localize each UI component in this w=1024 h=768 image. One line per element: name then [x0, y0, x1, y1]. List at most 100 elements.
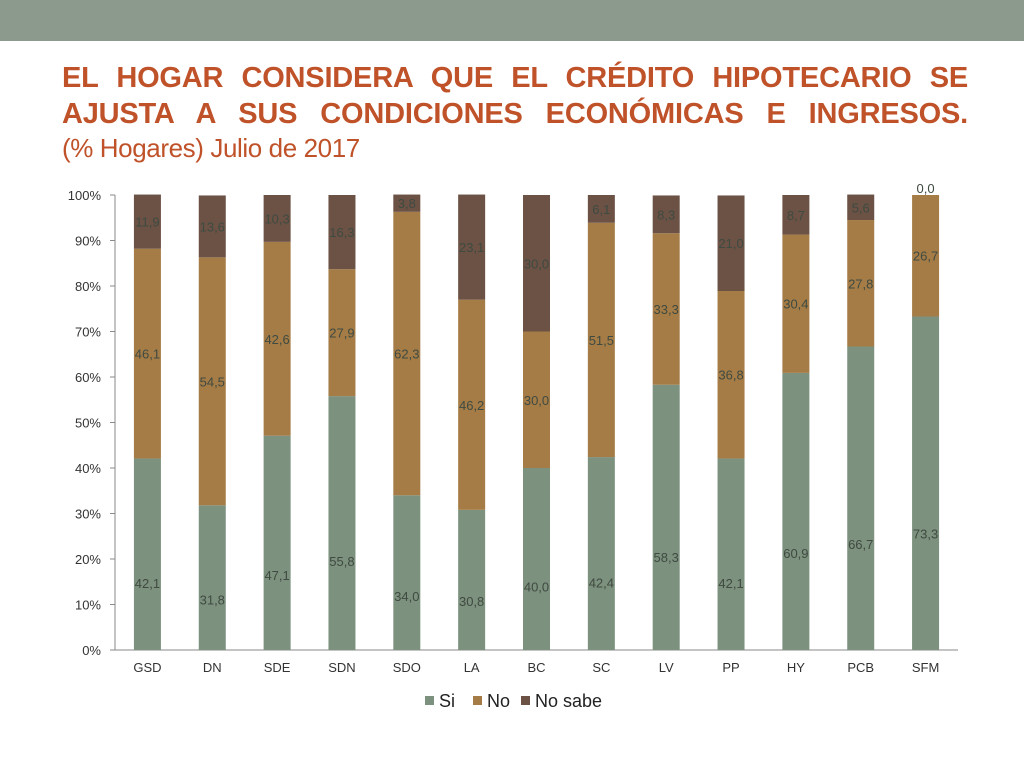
data-label: 42,1 — [135, 576, 160, 591]
x-tick-label: PCB — [847, 660, 874, 675]
data-label: 31,8 — [200, 592, 225, 607]
y-tick-label: 50% — [75, 416, 101, 431]
data-label: 6,1 — [592, 202, 610, 217]
data-label: 16,3 — [329, 225, 354, 240]
title-line-1: EL HOGAR CONSIDERA QUE EL CRÉDITO HIPOTE… — [62, 62, 968, 94]
slide-title: EL HOGAR CONSIDERA QUE EL CRÉDITO HIPOTE… — [62, 60, 968, 164]
data-label: 34,0 — [394, 589, 419, 604]
bar-segment — [523, 468, 550, 650]
bar-segment — [133, 248, 161, 459]
bar-segment — [587, 222, 615, 458]
y-tick-label: 20% — [75, 552, 101, 567]
data-label: 3,8 — [398, 196, 416, 211]
bar-segment — [847, 220, 875, 347]
bar-segment — [198, 257, 226, 506]
y-tick-label: 90% — [75, 234, 101, 249]
bar-segment — [912, 195, 940, 317]
bar-segment — [587, 195, 615, 223]
y-tick-label: 60% — [75, 370, 101, 385]
bar-segment — [652, 195, 680, 234]
x-tick-label: PP — [722, 660, 739, 675]
data-label: 55,8 — [329, 554, 354, 569]
y-tick-label: 40% — [75, 461, 101, 476]
bar-segment — [782, 234, 810, 373]
legend-label: Si — [439, 691, 455, 711]
bar-segment — [393, 211, 421, 496]
stacked-bar-chart: 0% 10% 20% 30% 40% 50% 60% 70% 80% 90% 100% GSD DN SD… — [68, 181, 958, 711]
data-label: 42,4 — [589, 575, 614, 590]
bar-segment — [458, 194, 486, 300]
data-label: 27,9 — [329, 326, 354, 341]
title-line-2: AJUSTA A SUS CONDICIONES ECONÓMICAS E IN… — [62, 98, 968, 130]
bar-segment — [328, 396, 356, 650]
bar-segment — [198, 195, 226, 258]
data-label: 27,8 — [848, 276, 873, 291]
bar-segment — [198, 505, 226, 650]
legend-swatch — [425, 696, 434, 705]
data-label: 33,3 — [654, 302, 679, 317]
legend-label: No sabe — [535, 691, 602, 711]
data-label: 47,1 — [264, 568, 289, 583]
data-label: 21,0 — [718, 236, 743, 251]
data-label: 23,1 — [459, 240, 484, 255]
x-tick-label: LA — [464, 660, 480, 675]
data-label: 73,3 — [913, 526, 938, 541]
bar-segment — [847, 194, 875, 221]
data-label: 26,7 — [913, 249, 938, 264]
x-tick-label: DN — [203, 660, 222, 675]
bar-segment — [263, 195, 291, 242]
bar-segment — [912, 316, 940, 650]
data-label: 66,7 — [848, 537, 873, 552]
y-tick-label: 70% — [75, 325, 101, 340]
data-label: 13,6 — [200, 219, 225, 234]
data-label: 40,0 — [524, 579, 549, 594]
data-label: 62,3 — [394, 347, 419, 362]
data-label: 8,7 — [787, 208, 805, 223]
data-label: 30,0 — [524, 256, 549, 271]
data-label: 10,3 — [264, 211, 289, 226]
data-label: 11,9 — [135, 215, 159, 230]
data-label: 8,3 — [657, 207, 675, 222]
data-label: 46,2 — [459, 398, 484, 413]
data-label: 5,6 — [852, 200, 870, 215]
y-tick-label: 80% — [75, 279, 101, 294]
bar-segment — [717, 195, 745, 292]
bar-segment — [587, 457, 615, 650]
legend-label: No — [487, 691, 510, 711]
y-tick-label: 10% — [75, 598, 101, 613]
x-tick-label: LV — [659, 660, 674, 675]
legend-swatch — [473, 696, 482, 705]
bar-segment — [328, 195, 356, 270]
y-tick-label: 30% — [75, 507, 101, 522]
bar-segment — [263, 241, 291, 436]
x-tick-label: SC — [592, 660, 610, 675]
bar-segment — [847, 346, 875, 650]
data-label: 58,3 — [654, 550, 679, 565]
x-tick-label: SDE — [264, 660, 291, 675]
data-label: 51,5 — [589, 333, 614, 348]
title-subtitle: (% Hogares) Julio de 2017 — [62, 133, 360, 163]
data-label: 30,0 — [524, 393, 549, 408]
x-tick-label: BC — [527, 660, 545, 675]
data-label: 30,4 — [783, 297, 808, 312]
data-label: 46,1 — [135, 347, 160, 362]
bar-segment — [523, 331, 550, 468]
bar-segment — [133, 458, 161, 650]
data-label: 60,9 — [783, 546, 808, 561]
data-label: 36,8 — [718, 368, 743, 383]
bar-segment — [393, 194, 421, 212]
top-band — [0, 0, 1024, 41]
bar-segment — [328, 269, 356, 397]
data-label: 42,1 — [718, 576, 743, 591]
bar-segment — [652, 384, 680, 650]
bar-segment — [133, 194, 161, 249]
y-tick-label: 100% — [68, 188, 102, 203]
data-label: 30,8 — [459, 594, 484, 609]
bar-segment — [717, 458, 745, 650]
x-tick-label: SDO — [393, 660, 421, 675]
data-label: 0,0 — [917, 181, 935, 196]
x-tick-label: GSD — [133, 660, 161, 675]
bar-segment — [523, 195, 550, 332]
data-label: 42,6 — [264, 332, 289, 347]
bar-segment — [652, 233, 680, 385]
